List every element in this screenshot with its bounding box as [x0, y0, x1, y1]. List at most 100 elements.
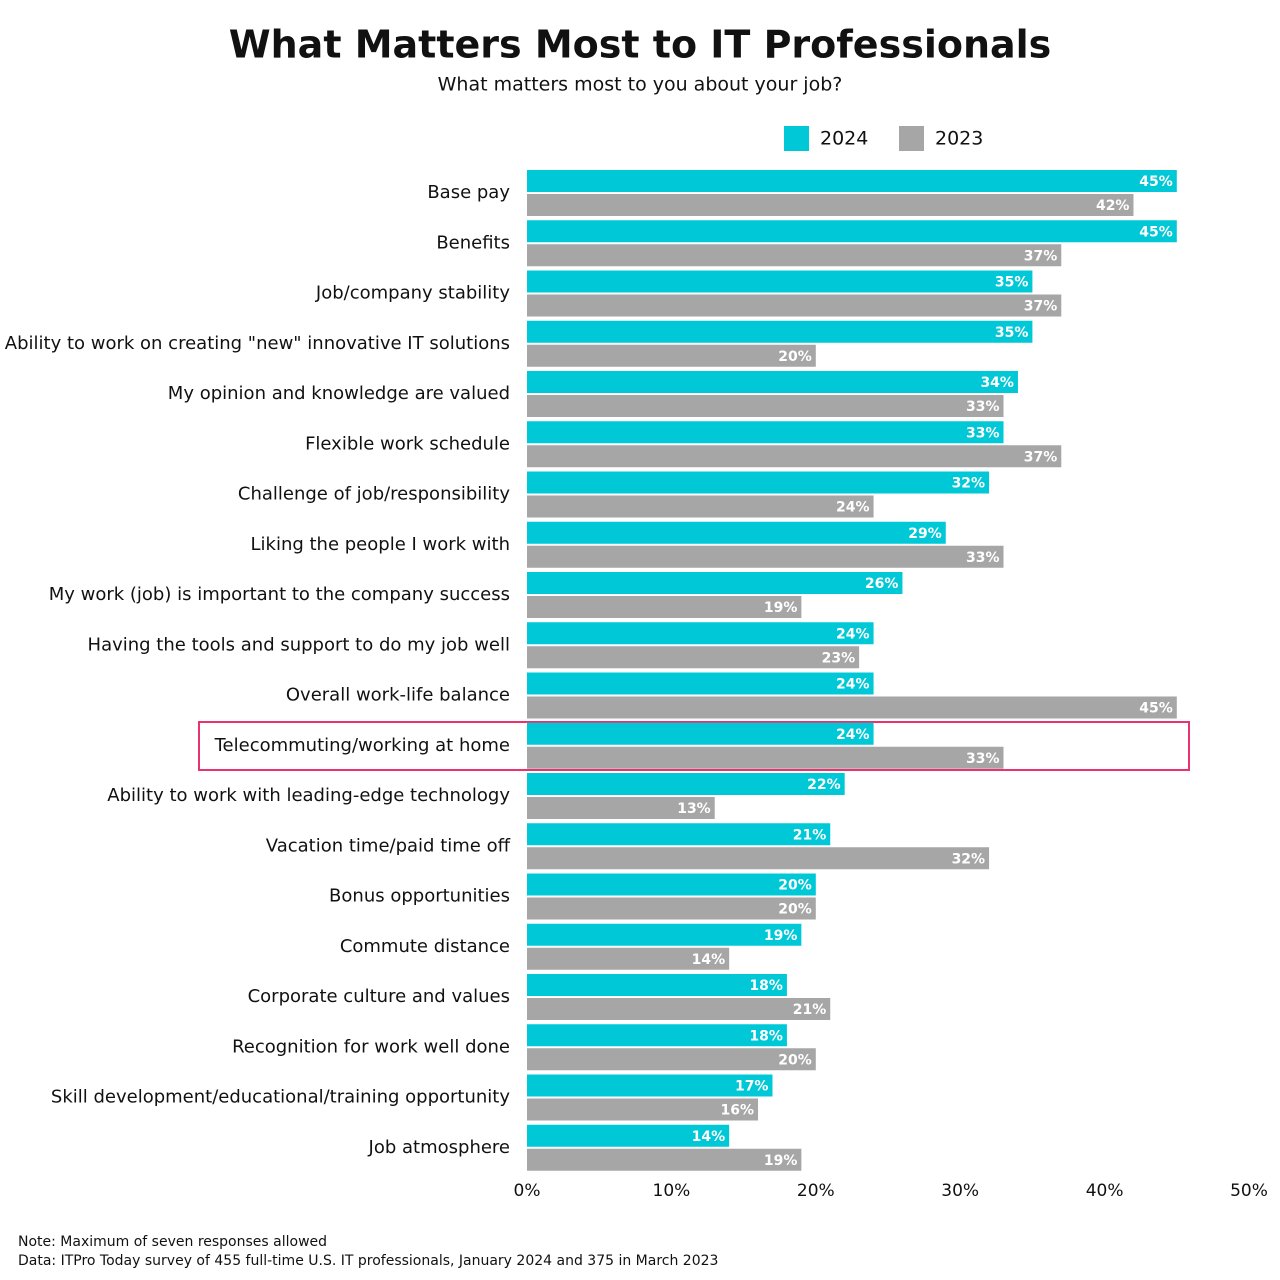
- category-label: Ability to work on creating "new" innova…: [5, 333, 510, 354]
- category-label: Having the tools and support to do my jo…: [88, 634, 510, 655]
- value-label: 33%: [966, 399, 1000, 415]
- x-tick-label: 10%: [653, 1181, 691, 1201]
- value-label: 45%: [1139, 174, 1173, 190]
- category-label: My opinion and knowledge are valued: [168, 383, 510, 404]
- bar: [527, 746, 1004, 769]
- value-label: 26%: [865, 576, 899, 592]
- bar: [527, 1124, 730, 1147]
- category-label: Telecommuting/working at home: [214, 735, 510, 756]
- bar: [527, 998, 831, 1020]
- category-label: Benefits: [436, 232, 510, 253]
- category-label: Vacation time/paid time off: [266, 835, 511, 856]
- category-label: Commute distance: [340, 936, 510, 957]
- value-label: 19%: [764, 928, 798, 944]
- x-tick-label: 20%: [797, 1181, 835, 1201]
- legend-swatch: [899, 126, 924, 151]
- bar: [527, 773, 845, 795]
- note: Data: ITPro Today survey of 455 full-tim…: [18, 1253, 718, 1269]
- bar: [527, 220, 1177, 243]
- value-label: 19%: [764, 600, 798, 616]
- bar: [527, 521, 946, 544]
- bar: [527, 823, 831, 846]
- category-label: Bonus opportunities: [329, 886, 510, 907]
- value-label: 13%: [677, 801, 711, 817]
- value-label: 18%: [749, 1028, 783, 1044]
- value-label: 24%: [836, 727, 870, 743]
- value-label: 21%: [793, 827, 827, 843]
- value-label: 34%: [980, 375, 1014, 391]
- bar: [527, 194, 1134, 216]
- bar: [527, 923, 802, 946]
- category-label: Challenge of job/responsibility: [238, 484, 510, 505]
- x-tick-label: 0%: [514, 1181, 541, 1201]
- bar: [527, 897, 816, 920]
- value-label: 20%: [778, 902, 812, 918]
- legend-label: 2024: [820, 128, 868, 150]
- x-tick-label: 30%: [941, 1181, 979, 1201]
- value-label: 35%: [995, 275, 1029, 291]
- bar: [527, 170, 1177, 192]
- value-label: 14%: [692, 1129, 726, 1145]
- category-label: Job atmosphere: [368, 1137, 510, 1158]
- bar: [527, 371, 1018, 393]
- bar: [527, 545, 1004, 568]
- note: Note: Maximum of seven responses allowed: [18, 1234, 327, 1250]
- bar: [527, 622, 874, 645]
- value-label: 24%: [836, 500, 870, 516]
- value-label: 29%: [908, 526, 942, 542]
- value-label: 45%: [1139, 224, 1173, 240]
- value-label: 14%: [692, 952, 726, 968]
- bar: [527, 572, 903, 594]
- bar: [527, 873, 816, 896]
- bar: [527, 1098, 759, 1121]
- bar: [527, 395, 1004, 417]
- value-label: 45%: [1139, 701, 1173, 717]
- bar: [527, 1148, 802, 1171]
- bar: [527, 495, 874, 518]
- bar: [527, 1048, 816, 1071]
- bar: [527, 596, 802, 618]
- value-label: 37%: [1024, 299, 1058, 315]
- value-label: 18%: [749, 978, 783, 994]
- value-label: 19%: [764, 1153, 798, 1169]
- chart-subtitle: What matters most to you about your job?: [438, 74, 843, 96]
- value-label: 42%: [1096, 198, 1130, 214]
- value-label: 21%: [793, 1002, 827, 1018]
- category-label: Ability to work with leading-edge techno…: [107, 785, 510, 806]
- bar: [527, 974, 787, 996]
- bar: [527, 672, 874, 695]
- category-label: Corporate culture and values: [248, 986, 510, 1007]
- value-label: 24%: [836, 626, 870, 642]
- category-label: Overall work-life balance: [286, 685, 510, 706]
- value-label: 24%: [836, 677, 870, 693]
- value-label: 37%: [1024, 248, 1058, 264]
- bar: [527, 270, 1033, 293]
- bar: [527, 1074, 773, 1097]
- value-label: 17%: [735, 1079, 769, 1095]
- category-label: Job/company stability: [315, 283, 510, 304]
- bar: [527, 244, 1062, 267]
- chart-title: What Matters Most to IT Professionals: [229, 23, 1052, 67]
- bar: [527, 947, 730, 970]
- bar: [527, 445, 1062, 468]
- bar: [527, 847, 990, 870]
- value-label: 20%: [778, 878, 812, 894]
- value-label: 37%: [1024, 449, 1058, 465]
- legend-swatch: [784, 126, 809, 151]
- value-label: 33%: [966, 550, 1000, 566]
- highlight-box: [198, 721, 1190, 771]
- value-label: 32%: [952, 476, 986, 492]
- bar: [527, 797, 715, 819]
- category-label: Liking the people I work with: [250, 534, 510, 555]
- x-tick-label: 40%: [1086, 1181, 1124, 1201]
- value-label: 33%: [966, 751, 1000, 767]
- bar: [527, 1024, 787, 1047]
- category-label: Skill development/educational/training o…: [51, 1087, 510, 1108]
- bar: [527, 320, 1033, 343]
- legend-label: 2023: [935, 128, 983, 150]
- bar: [527, 471, 990, 494]
- bar: [527, 722, 874, 745]
- category-label: Flexible work schedule: [305, 433, 510, 454]
- bar: [527, 646, 860, 669]
